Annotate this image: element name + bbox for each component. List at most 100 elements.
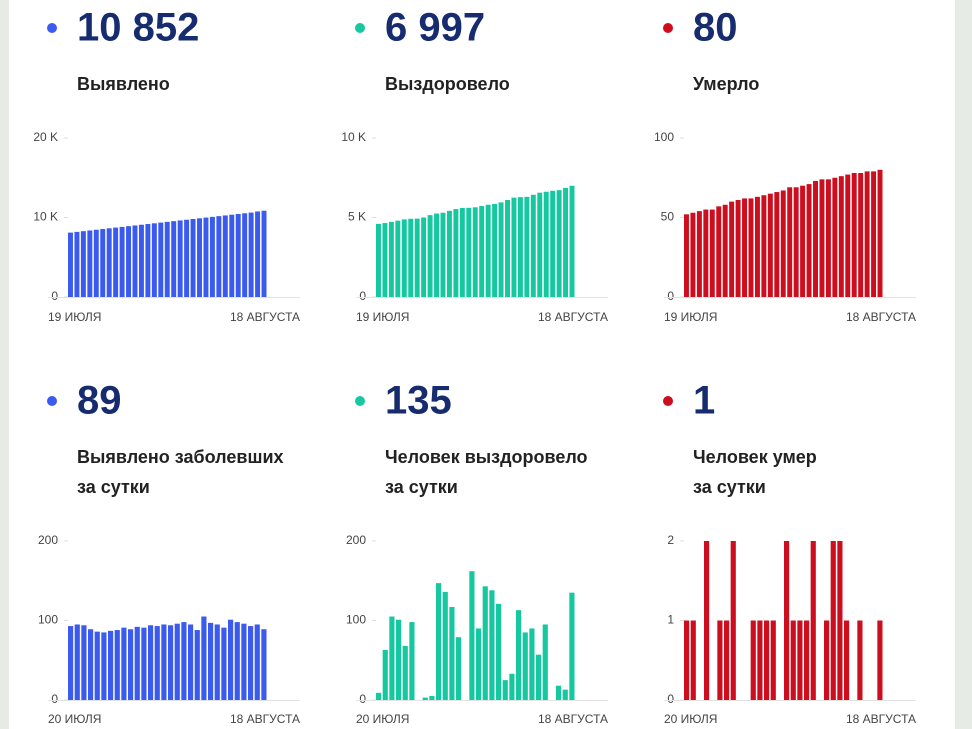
bar [376,692,382,700]
bar [754,196,760,297]
bar [530,194,536,297]
bar [516,610,522,700]
x-tick-label: 18 АВГУСТА [846,712,916,726]
x-tick-label: 18 АВГУСТА [230,712,300,726]
bar [154,626,160,700]
bar [774,192,780,297]
bar [161,624,167,700]
bar [536,654,542,700]
bar [729,201,735,297]
bar [784,541,790,700]
bar [216,216,222,297]
status-dot [355,23,365,33]
bar [74,231,80,297]
bar [864,171,870,297]
headline-number: 135 [385,379,452,423]
bar [813,180,818,297]
bar [838,176,844,297]
bar [427,215,433,297]
bar [222,215,228,297]
x-tick-label: 18 АВГУСТА [846,310,916,324]
bar [114,630,120,700]
bar [502,680,508,700]
y-tick-label: 20 K [33,130,58,144]
card-title: Выявлено [77,74,170,94]
bar [466,207,472,297]
bar [703,209,709,297]
bar [509,673,515,700]
bar [877,169,883,297]
bar [748,198,754,297]
bar [780,190,786,297]
bar [442,591,448,700]
bar [479,206,485,297]
bar [735,200,741,297]
bar [188,624,194,700]
bar [804,620,810,700]
bar [203,217,209,297]
y-tick-label: 0 [359,692,366,706]
bar [134,626,140,700]
bar [138,224,144,297]
bar [254,624,260,700]
bar [517,197,523,297]
bar [522,632,528,700]
bar [858,172,864,297]
bar [164,221,170,297]
headline-number: 89 [77,379,122,423]
bar [563,187,569,297]
headline-number: 1 [693,379,715,423]
bar [414,218,420,297]
bar [101,632,107,700]
y-tick-label: 0 [51,289,58,303]
bar [845,174,851,297]
bar [472,207,478,297]
bar [750,620,756,700]
bar [74,624,80,700]
bar [93,229,99,297]
headline-number: 6 997 [385,6,485,50]
y-tick-label: 10 K [341,130,366,144]
bar [825,179,831,297]
panel [9,0,955,729]
bar [402,645,408,700]
bar [228,619,234,700]
bar [696,211,702,297]
x-tick-label: 20 ИЮЛЯ [356,712,409,726]
bar [214,624,220,700]
bar [242,213,248,297]
bar [80,231,86,297]
bar [421,217,427,297]
bar [106,228,112,297]
bar [837,541,843,700]
bar [757,620,763,700]
card-title: Умерло [693,74,759,94]
bar [389,616,395,700]
bar [690,212,696,297]
y-tick-label: 0 [667,692,674,706]
y-tick-label: 200 [38,533,58,547]
y-tick-label: 50 [661,210,675,224]
card-title: Выздоровело [385,74,510,94]
bar [492,203,498,297]
bar [208,622,214,700]
bar [529,628,535,700]
bar [113,227,119,297]
bar [221,627,227,700]
status-dot [47,23,57,33]
bar [537,192,543,297]
bar [126,226,132,297]
x-tick-label: 20 ИЮЛЯ [664,712,717,726]
bar [476,628,482,700]
bar [68,626,74,700]
bar [174,623,180,700]
y-tick-label: 0 [667,289,674,303]
bar [498,202,504,297]
status-dot [663,396,673,406]
bar [396,619,402,700]
bar [742,198,748,297]
y-tick-label: 10 K [33,210,58,224]
bar [797,620,803,700]
bar [395,220,401,297]
